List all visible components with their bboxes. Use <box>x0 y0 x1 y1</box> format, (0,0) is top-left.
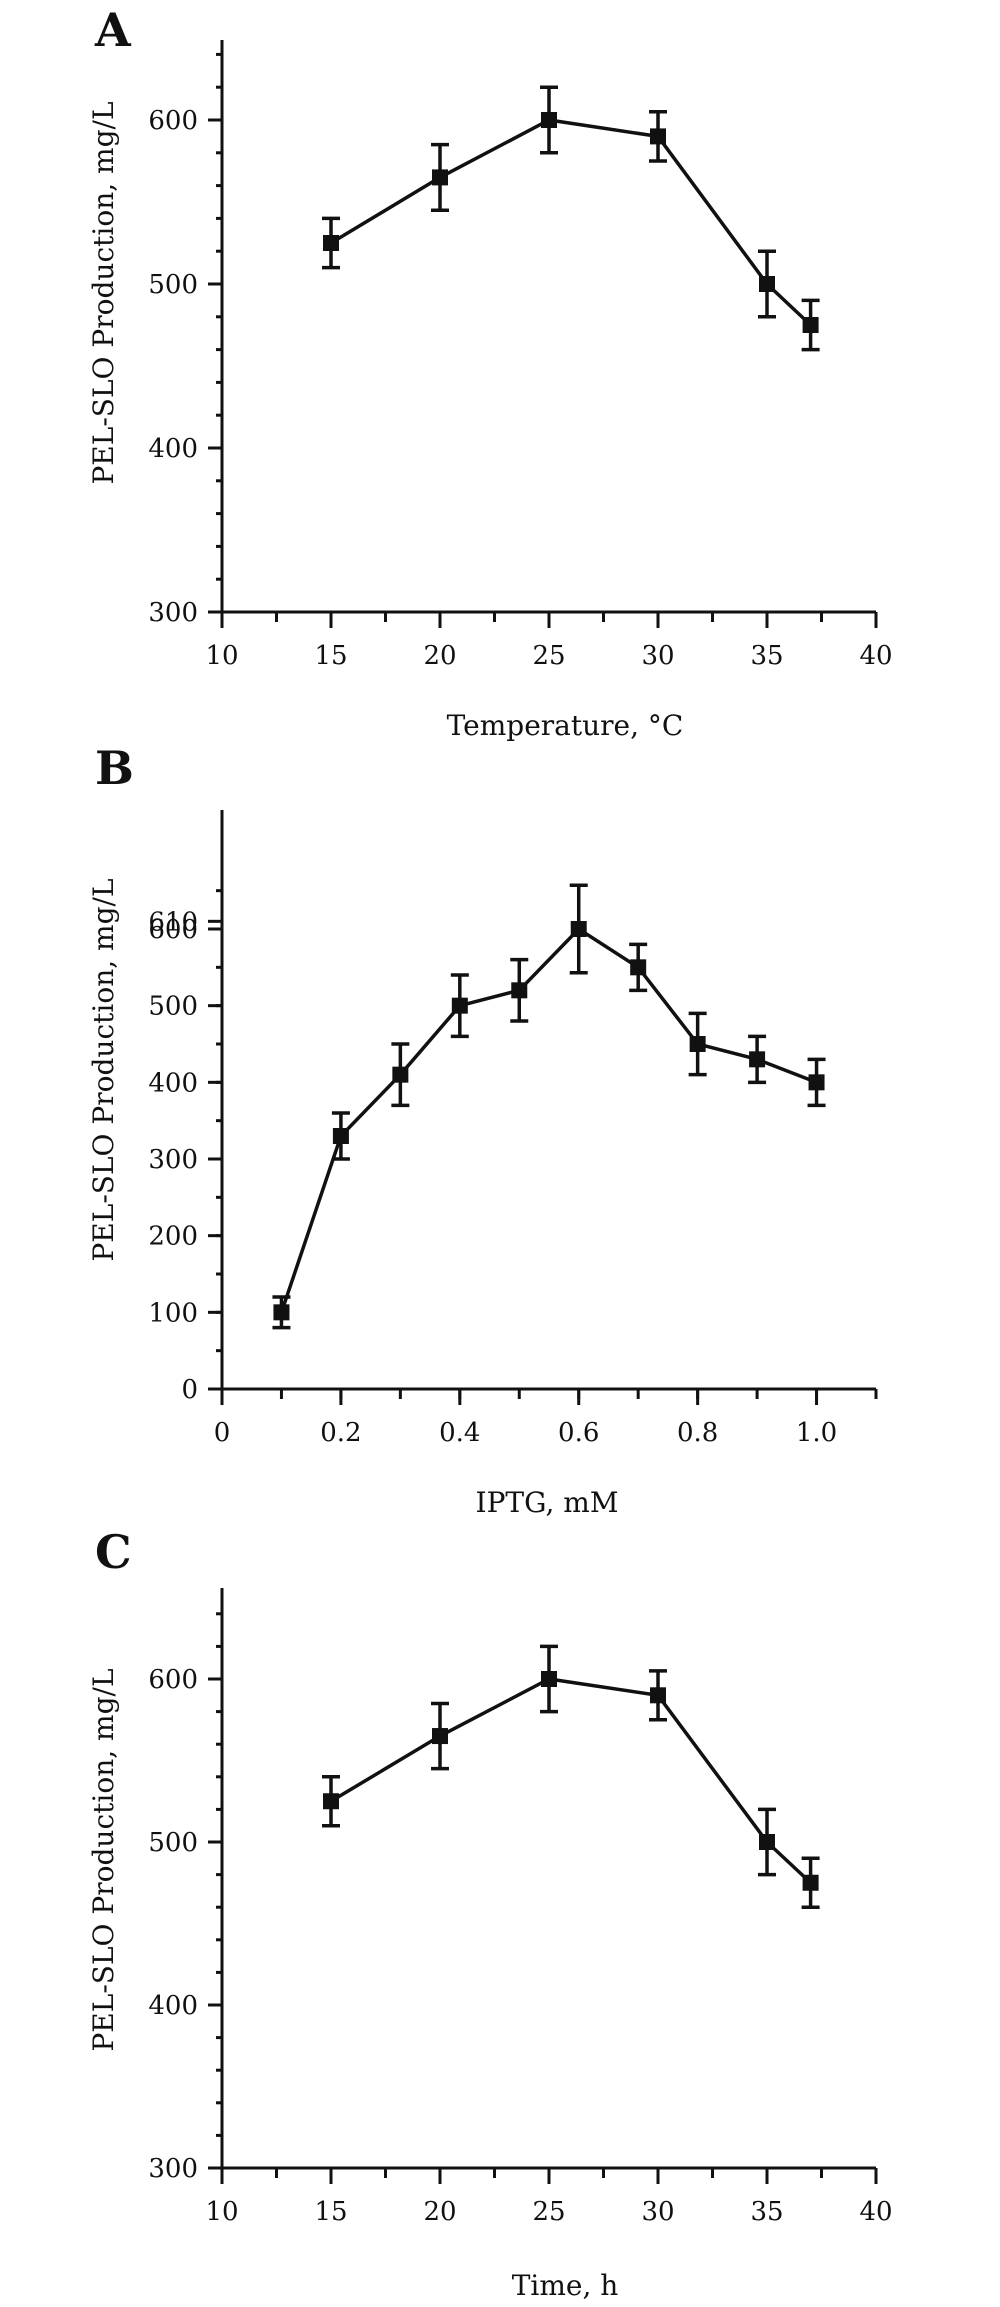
y-tick-label: 400 <box>148 1068 198 1098</box>
data-point <box>650 128 666 145</box>
data-point <box>541 112 557 128</box>
x-axis-title-c: Time, h <box>512 2269 619 2302</box>
series-line <box>279 926 818 1313</box>
data-point <box>802 317 819 333</box>
y-axis-title-a: PEL-SLO Production, mg/L <box>87 101 120 484</box>
plot-area-a <box>322 85 820 352</box>
data-point <box>802 1874 819 1891</box>
y-tick-label: 200 <box>148 1222 198 1252</box>
data-point <box>650 1687 666 1704</box>
y-tick-label: 500 <box>148 992 198 1022</box>
x-tick-label: 10 <box>205 2197 238 2227</box>
data-point <box>323 1793 339 1810</box>
axes-c: 300 400 500 600 10 15 20 25 30 35 40 <box>148 1588 893 2227</box>
data-point <box>273 1304 290 1321</box>
y-axis-title-c: PEL-SLO Production, mg/L <box>87 1668 120 2051</box>
panel-a: A PEL-SLO Production, mg/L Temperature, … <box>87 3 893 742</box>
series-line <box>330 118 812 327</box>
y-axis-title-b: PEL-SLO Production, mg/L <box>87 878 120 1261</box>
data-point <box>689 1036 706 1052</box>
x-tick-label: 25 <box>532 2197 565 2227</box>
y-tick-label: 300 <box>148 1145 198 1175</box>
data-point <box>541 1671 557 1687</box>
y-tick-label: 500 <box>148 270 198 300</box>
axes-a: 300 400 500 600 10 15 20 25 30 35 40 <box>148 40 893 671</box>
data-point <box>759 276 775 292</box>
y-tick-label: 600 <box>148 106 198 136</box>
data-point <box>332 1128 349 1144</box>
x-tick-label: 20 <box>423 641 456 671</box>
data-point <box>511 982 528 999</box>
data-point <box>451 997 468 1014</box>
plot-area-b <box>272 883 826 1330</box>
x-tick-label: 15 <box>314 2197 347 2227</box>
y-tick-label: 610 <box>148 907 198 937</box>
y-tick-label: 300 <box>148 598 198 628</box>
series-line <box>330 1677 812 1885</box>
x-tick-label: 0.2 <box>320 1418 361 1448</box>
panel-b: B PEL-SLO Production, mg/L IPTG, mM 0 100… <box>87 741 878 1519</box>
x-tick-label: 40 <box>859 2197 892 2227</box>
x-tick-label: 15 <box>314 641 347 671</box>
y-tick-label: 300 <box>148 2154 198 2184</box>
x-axis-title-b: IPTG, mM <box>476 1486 619 1519</box>
data-point <box>432 1728 448 1745</box>
y-tick-label: 400 <box>148 1991 198 2021</box>
data-point <box>432 169 448 186</box>
data-point <box>323 235 339 251</box>
x-tick-label: 0.8 <box>677 1418 718 1448</box>
x-tick-label: 40 <box>859 641 892 671</box>
x-axis-title-a: Temperature, °C <box>447 709 684 742</box>
panel-letter-c: C <box>95 1525 132 1579</box>
data-point <box>630 959 647 976</box>
x-tick-label: 20 <box>423 2197 456 2227</box>
y-tick-label: 600 <box>148 915 198 945</box>
plot-area-c <box>322 1644 820 1909</box>
panel-letter-a: A <box>94 3 132 57</box>
x-tick-label: 1.0 <box>796 1418 837 1448</box>
y-tick-label: 100 <box>148 1298 198 1328</box>
y-tick-label: 600 <box>148 1665 198 1695</box>
x-tick-label: 0 <box>214 1418 231 1448</box>
x-tick-label: 0.6 <box>558 1418 599 1448</box>
x-tick-label: 30 <box>641 2197 674 2227</box>
x-tick-label: 30 <box>641 641 674 671</box>
x-tick-label: 25 <box>532 641 565 671</box>
y-tick-label: 0 <box>181 1375 198 1405</box>
y-tick-label: 500 <box>148 1828 198 1858</box>
panel-letter-b: B <box>95 741 134 795</box>
x-tick-label: 10 <box>205 641 238 671</box>
data-point <box>570 921 587 937</box>
data-point <box>749 1051 766 1068</box>
data-point <box>392 1066 409 1083</box>
y-tick-label: 400 <box>148 434 198 464</box>
x-tick-label: 0.4 <box>439 1418 480 1448</box>
panel-c: C PEL-SLO Production, mg/L Time, h 300 40… <box>87 1525 893 2302</box>
x-tick-label: 35 <box>750 641 783 671</box>
data-point <box>759 1834 775 1850</box>
data-point <box>808 1074 825 1091</box>
x-tick-label: 35 <box>750 2197 783 2227</box>
